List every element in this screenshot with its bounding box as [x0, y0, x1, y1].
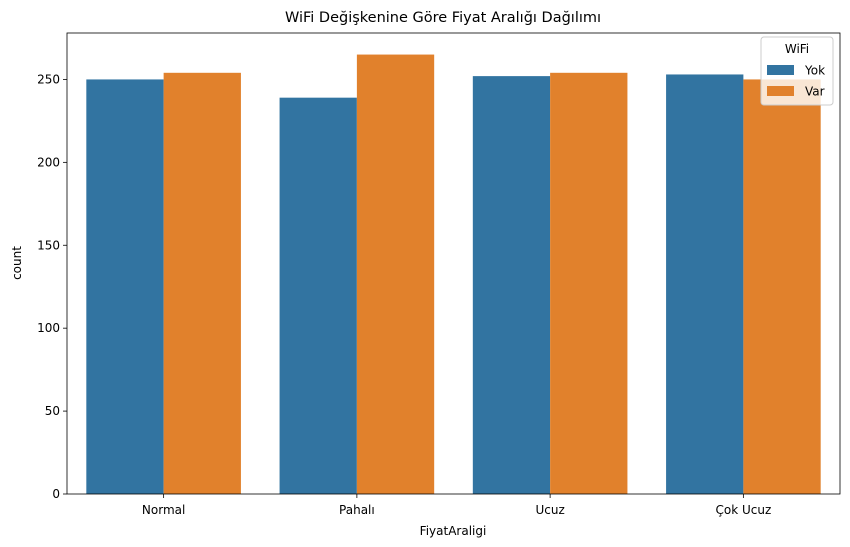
y-tick-label: 250 — [37, 72, 60, 86]
legend-title: WiFi — [785, 42, 809, 56]
legend-swatch-var — [767, 86, 794, 96]
y-tick-label: 200 — [37, 155, 60, 169]
bar-var-0 — [163, 72, 241, 495]
bar-var-2 — [550, 72, 628, 495]
legend-swatch-yok — [767, 65, 794, 75]
x-tick-label: Normal — [142, 503, 185, 517]
x-tick-label: Pahalı — [339, 503, 375, 517]
x-axis-label: FiyatAraligi — [420, 524, 487, 538]
legend: WiFi Yok Var — [760, 36, 834, 106]
x-axis: Normal Pahalı Ucuz Çok Ucuz — [142, 494, 771, 517]
y-axis: 0 50 100 150 200 250 — [37, 72, 67, 501]
bars-group — [86, 54, 821, 495]
y-tick-label: 0 — [52, 487, 60, 501]
y-tick-label: 150 — [37, 238, 60, 252]
chart-title: WiFi Değişkenine Göre Fiyat Aralığı Dağı… — [285, 10, 601, 26]
bar-yok-1 — [279, 97, 357, 495]
x-tick-label: Ucuz — [535, 503, 564, 517]
bar-yok-0 — [86, 79, 164, 495]
bar-yok-3 — [666, 74, 744, 495]
y-axis-label: count — [10, 246, 24, 280]
bar-var-1 — [356, 54, 435, 495]
y-tick-label: 100 — [37, 321, 60, 335]
plot-frame — [66, 32, 841, 495]
bar-yok-2 — [472, 76, 551, 495]
legend-label-yok: Yok — [804, 64, 825, 78]
bar-var-3 — [743, 79, 821, 495]
x-tick-label: Çok Ucuz — [715, 503, 771, 517]
y-tick-label: 50 — [45, 404, 60, 418]
legend-label-var: Var — [805, 85, 825, 99]
